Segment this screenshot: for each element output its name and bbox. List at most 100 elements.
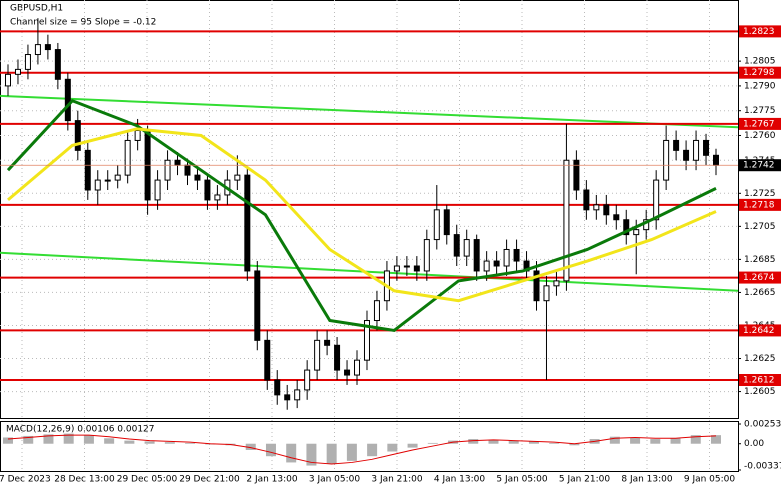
candle-body [154,179,161,201]
macd-bar [326,443,337,464]
x-tick-label: 2 Jan 13:00 [246,475,298,485]
candle-body [463,239,470,257]
candle-body [5,73,11,87]
candle-body [693,139,700,161]
level-tag [739,198,781,211]
macd-tick-label: 0.00253 [744,420,781,430]
x-tick-label: 5 Jan 21:00 [559,475,611,485]
candle-body [473,239,480,272]
candle-body [543,285,550,302]
candle-body [613,214,620,221]
x-tick-label: 9 Jan 05:00 [684,475,736,485]
candle-body [583,189,590,211]
macd-bar [569,443,580,446]
candle-body [453,234,460,257]
candle-body [54,49,61,80]
macd-bar [407,443,418,448]
candle-body [373,300,380,322]
candle-body [14,68,21,75]
candle-body [294,389,301,401]
macd-bar [346,443,357,461]
candle-body [44,44,51,51]
level-label: 1.2798 [743,68,775,78]
candle-body [124,139,131,176]
macd-bar [670,438,681,444]
macd-tick-label: -0.00337 [744,462,781,472]
candle-body [304,369,311,391]
candle-body [683,149,690,161]
candle-body [663,139,670,181]
macd-bar [265,443,276,457]
candle-body [104,179,111,182]
y-tick-label: 1.2805 [744,57,776,67]
candle-body [553,280,560,287]
level-label: 1.2674 [743,273,775,283]
candle-body [483,260,490,272]
x-tick-label: 8 Jan 13:00 [621,475,673,485]
candle-body [114,174,121,181]
candle-body [274,379,281,396]
level-label: 1.2767 [743,119,775,129]
candle-body [443,209,450,236]
candle-body [284,394,291,401]
macd-signal [7,434,717,465]
level-label: 1.2642 [743,326,775,336]
macd-bar [609,436,620,444]
level-label: 1.2612 [743,376,775,386]
macd-bar [43,434,54,444]
macd-bar [3,437,13,444]
candle-body [413,265,420,272]
macd-bar [185,442,196,444]
macd-bar [549,442,560,444]
candle-body [493,260,500,267]
x-tick-label: 29 Dec 05:00 [117,475,178,485]
x-tick-label: 4 Jan 13:00 [434,475,486,485]
candle-body [264,339,271,381]
macd-bar [488,439,499,444]
candle-body [403,265,410,268]
x-tick-label: 28 Dec 13:00 [54,475,115,485]
channel-line [0,251,739,292]
level-tag [739,117,781,130]
macd-bar [528,441,539,444]
x-tick-label: 29 Dec 21:00 [179,475,240,485]
candle-body [64,78,71,122]
macd-bar [650,439,661,444]
moving-average [7,127,717,303]
y-tick-label: 1.2775 [744,106,776,116]
macd-bar [245,443,256,450]
last-price-label: 1.2742 [743,161,775,171]
macd-bar [690,435,701,444]
candle-body [344,369,351,376]
level-label: 1.2718 [743,200,775,210]
candle-body [214,194,221,201]
macd-bar [427,442,438,444]
candle-body [703,139,710,156]
x-tick-label: 5 Jan 05:00 [496,475,548,485]
macd-bar [104,438,115,444]
moving-average [6,99,717,333]
macd-tick-label: 0.00 [744,439,764,449]
candle-body [423,239,430,272]
candle-body [204,179,211,201]
candle-body [194,174,201,181]
main-frame [0,0,739,419]
chart-subtitle: Channel size = 95 Slope = -0.12 [10,18,156,28]
macd-bar [164,442,175,444]
candle-body [34,44,41,56]
macd-bar [124,440,135,444]
y-tick-label: 1.2705 [744,222,776,232]
candle-body [713,154,719,166]
level-tag [739,271,781,284]
level-tag [739,66,781,79]
candle-body [563,159,570,282]
level-tag [739,25,781,38]
macd-bar [468,439,479,444]
candle-body [363,320,370,361]
y-tick-label: 1.2760 [744,131,776,141]
macd-bar [711,435,721,444]
channel-line [0,94,739,129]
candle-body [633,229,640,236]
candle-body [673,139,680,151]
y-tick-label: 1.2605 [744,387,776,397]
